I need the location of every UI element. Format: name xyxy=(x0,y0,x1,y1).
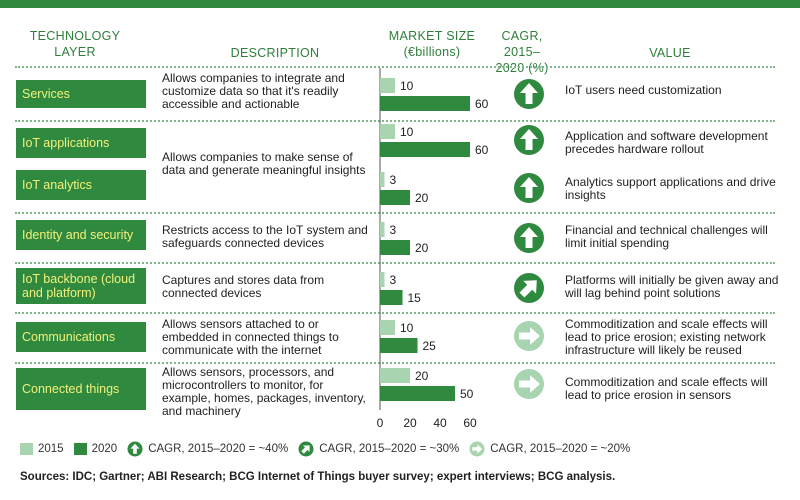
legend: 2015 2020 CAGR, 2015–2020 = ~40% CAGR, 2… xyxy=(20,441,640,457)
description-identity-security: Restricts access to the IoT system and s… xyxy=(162,223,368,250)
legend-swatch-2020 xyxy=(73,443,87,455)
value-services: IoT users need customization xyxy=(565,83,722,97)
layer-label-identity-security: Identity and security xyxy=(16,220,146,250)
layer-label-communications: Communications xyxy=(16,322,146,352)
bar-2015 xyxy=(380,78,395,93)
x-tick-label: 60 xyxy=(463,416,477,430)
bar-2015 xyxy=(380,172,385,187)
legend-item-2015: 2015 xyxy=(20,443,64,455)
sources-note: Sources: IDC; Gartner; ABI Research; BCG… xyxy=(20,471,616,483)
header-value: VALUE xyxy=(649,46,691,60)
bar-label-2020: 15 xyxy=(408,291,422,305)
row-divider xyxy=(15,362,775,364)
x-tick-label: 40 xyxy=(433,416,447,430)
legend-label-2015: 2015 xyxy=(38,443,64,455)
arrow-up-circle-icon xyxy=(514,173,544,203)
bar-label-2015: 10 xyxy=(400,125,414,139)
layer-label-connected-things: Connected things xyxy=(16,368,146,410)
header-technology-layer: TECHNOLOGY LAYER xyxy=(29,29,121,59)
arrow-diagonal-circle-icon xyxy=(298,441,314,457)
x-tick-label: 20 xyxy=(403,416,417,430)
description-iot-applications-analytics: Allows companies to make sense of data a… xyxy=(162,150,366,177)
layer-label-services: Services xyxy=(16,80,146,108)
bar-2015 xyxy=(380,272,385,287)
description-iot-backbone: Captures and stores data from connected … xyxy=(162,273,325,300)
market-size-chart: 10 60 10 60 3 20 3 20 3 15 10 25 20 50 0 20 40 60 xyxy=(377,68,544,430)
value-iot-analytics: Analytics support applications and drive… xyxy=(565,175,776,202)
legend-label-2020: 2020 xyxy=(91,443,118,455)
bar-label-2015: 20 xyxy=(415,369,429,383)
bar-2020 xyxy=(380,142,470,157)
bar-2020 xyxy=(380,386,455,401)
value-iot-applications: Application and software development pre… xyxy=(565,129,768,156)
top-banner-strip xyxy=(0,0,800,8)
bar-2015 xyxy=(380,320,395,335)
value-iot-backbone: Platforms will initially be given away a… xyxy=(565,273,779,300)
bar-2015 xyxy=(380,222,385,237)
bar-label-2020: 60 xyxy=(475,143,489,157)
bar-2020 xyxy=(380,290,403,305)
row-divider xyxy=(15,312,775,314)
row-divider xyxy=(15,120,775,122)
arrow-diagonal-circle-icon xyxy=(514,273,544,303)
legend-item-cagr30: CAGR, 2015–2020 = ~30% xyxy=(298,441,459,457)
layer-label-iot-analytics: IoT analytics xyxy=(16,170,146,200)
bar-label-2015: 3 xyxy=(390,173,397,187)
bar-2015 xyxy=(380,368,410,383)
value-identity-security: Financial and technical challenges will … xyxy=(565,223,768,250)
legend-label-cagr30: CAGR, 2015–2020 = ~30% xyxy=(319,443,460,455)
legend-label-cagr40: CAGR, 2015–2020 = ~40% xyxy=(148,443,289,455)
arrow-right-circle-icon xyxy=(514,369,544,399)
layer-label-iot-applications: IoT applications xyxy=(16,128,146,158)
layer-label-iot-backbone: IoT backbone (cloud and platform) xyxy=(16,268,146,304)
bar-label-2020: 25 xyxy=(423,339,437,353)
bar-2020 xyxy=(380,190,410,205)
arrow-right-circle-icon xyxy=(469,441,485,457)
description-communications: Allows sensors attached to or embedded i… xyxy=(162,317,339,357)
bar-label-2015: 3 xyxy=(390,223,397,237)
legend-label-cagr20: CAGR, 2015–2020 = ~20% xyxy=(490,443,631,455)
bar-label-2015: 3 xyxy=(390,273,397,287)
row-divider xyxy=(15,212,775,214)
bar-label-2020: 20 xyxy=(415,241,429,255)
bar-2020 xyxy=(380,338,418,353)
bar-label-2020: 20 xyxy=(415,191,429,205)
bar-2015 xyxy=(380,124,395,139)
bar-label-2015: 10 xyxy=(400,79,414,93)
bar-2020 xyxy=(380,96,470,111)
bar-label-2020: 50 xyxy=(460,387,474,401)
legend-item-2020: 2020 xyxy=(73,443,118,455)
header-market-size: MARKET SIZE (€billions) xyxy=(388,29,476,59)
arrow-up-circle-icon xyxy=(127,441,143,457)
arrow-up-circle-icon xyxy=(514,223,544,253)
header-description: DESCRIPTION xyxy=(230,46,320,60)
arrow-up-circle-icon xyxy=(514,125,544,155)
value-connected-things: Commoditization and scale effects will l… xyxy=(565,375,768,402)
row-divider xyxy=(15,66,775,68)
bar-2020 xyxy=(380,240,410,255)
value-communications: Commoditization and scale effects will l… xyxy=(565,317,768,357)
legend-item-cagr40: CAGR, 2015–2020 = ~40% xyxy=(127,441,288,457)
legend-swatch-2015 xyxy=(20,443,33,455)
header-cagr: CAGR, 2015–2020 (%) xyxy=(495,29,549,75)
x-tick-label: 0 xyxy=(377,416,384,430)
row-divider xyxy=(15,262,775,264)
description-services: Allows companies to integrate and custom… xyxy=(162,71,345,111)
bar-label-2015: 10 xyxy=(400,321,414,335)
legend-item-cagr20: CAGR, 2015–2020 = ~20% xyxy=(469,441,630,457)
arrow-right-circle-icon xyxy=(514,321,544,351)
arrow-up-circle-icon xyxy=(514,79,544,109)
description-connected-things: Allows sensors, processors, and microcon… xyxy=(162,365,366,418)
bar-label-2020: 60 xyxy=(475,97,489,111)
